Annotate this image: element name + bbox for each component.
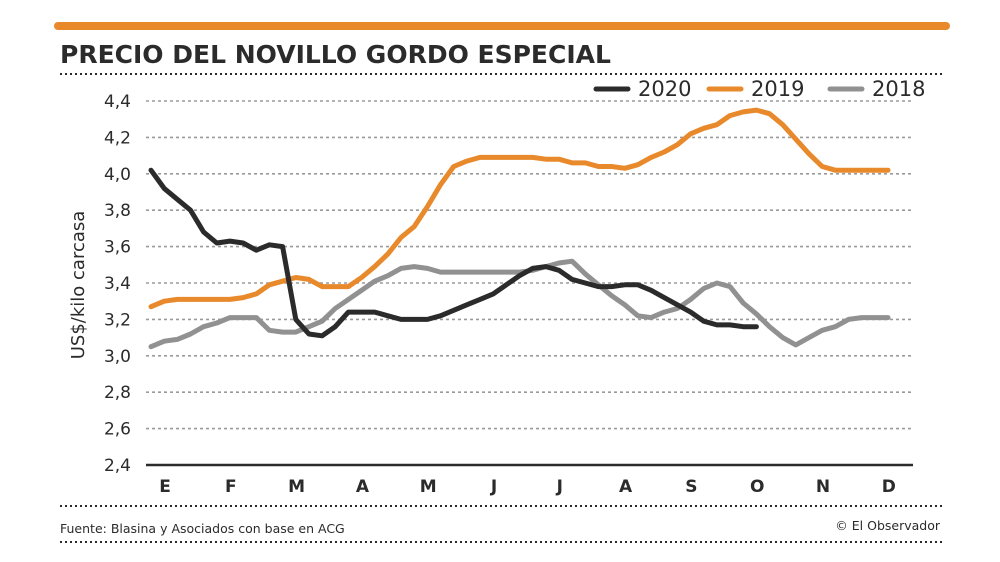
credit-note: © El Observador	[835, 518, 941, 533]
y-tick-label: 3,0	[104, 347, 131, 367]
x-tick-label: D	[882, 477, 896, 497]
legend-label-2018: 2018	[872, 77, 925, 101]
y-tick-label: 4,0	[104, 165, 131, 185]
series-line-2020	[148, 167, 759, 339]
y-axis-ticks: 2,4 2,6 2,8 3,0 3,2 3,4 3,6 3,8 4,0 4,2 4,4	[104, 92, 131, 476]
legend-label-2019: 2019	[751, 77, 804, 101]
y-axis-label: US$/kilo carcasa	[68, 211, 89, 360]
series-lines	[148, 107, 891, 350]
source-note: Fuente: Blasina y Asociados con base en …	[60, 521, 345, 536]
x-tick-label: S	[685, 477, 697, 497]
y-tick-label: 2,4	[104, 456, 131, 476]
x-tick-label: A	[619, 477, 633, 497]
series-line-2018	[148, 258, 891, 350]
x-tick-label: F	[225, 477, 237, 497]
y-tick-label: 2,8	[104, 383, 131, 403]
legend-label-2020: 2020	[638, 77, 691, 101]
x-tick-label: O	[750, 477, 764, 497]
x-tick-label: M	[288, 477, 305, 497]
legend: 2020 2019 2018	[593, 77, 925, 101]
chart-title: PRECIO DEL NOVILLO GORDO ESPECIAL	[60, 40, 611, 69]
y-tick-label: 3,4	[104, 274, 131, 294]
y-tick-label: 3,2	[104, 310, 131, 330]
y-tick-label: 4,2	[104, 128, 131, 148]
y-tick-label: 3,6	[104, 238, 131, 258]
x-tick-label: A	[356, 477, 370, 497]
top-accent-bar	[54, 22, 950, 30]
y-tick-label: 3,8	[104, 201, 131, 221]
x-tick-label: N	[816, 477, 830, 497]
y-tick-label: 4,4	[104, 92, 131, 112]
x-tick-label: M	[420, 477, 437, 497]
series-line-2019	[148, 107, 891, 310]
y-tick-label: 2,6	[104, 420, 131, 440]
x-tick-label: J	[556, 477, 563, 497]
x-tick-label: J	[490, 477, 497, 497]
x-tick-label: E	[159, 477, 171, 497]
